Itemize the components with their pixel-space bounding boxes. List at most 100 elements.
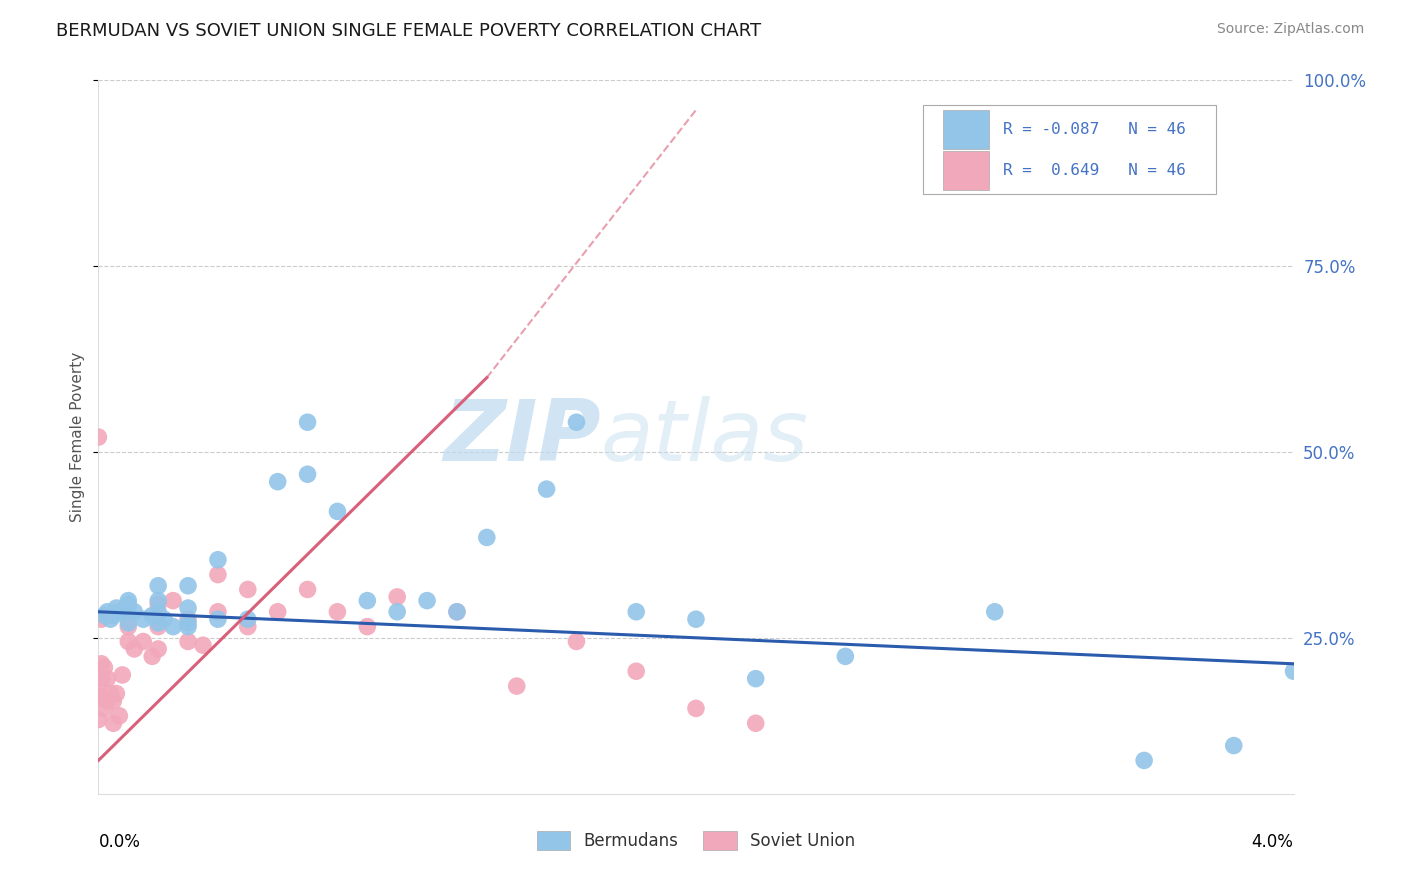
Point xyxy=(96,605,118,619)
Point xyxy=(148,605,170,619)
Point xyxy=(108,605,131,619)
Point xyxy=(117,619,139,633)
Point xyxy=(103,694,125,708)
Point xyxy=(626,605,648,619)
Point xyxy=(506,679,529,693)
Y-axis label: Single Female Poverty: Single Female Poverty xyxy=(70,352,86,522)
Point xyxy=(267,605,290,619)
Point xyxy=(385,605,409,619)
Point xyxy=(984,605,1007,619)
Point xyxy=(207,605,229,619)
Point xyxy=(132,612,155,626)
Point xyxy=(90,690,112,705)
Legend: Bermudans, Soviet Union: Bermudans, Soviet Union xyxy=(530,824,862,857)
Point xyxy=(267,475,290,489)
Point xyxy=(93,608,115,623)
Point xyxy=(177,612,200,626)
Point xyxy=(105,687,128,701)
Point xyxy=(111,668,134,682)
Point xyxy=(117,593,139,607)
Point xyxy=(177,619,200,633)
Point xyxy=(90,612,112,626)
Point xyxy=(90,672,112,686)
FancyBboxPatch shape xyxy=(943,110,988,149)
Point xyxy=(148,619,170,633)
Text: atlas: atlas xyxy=(600,395,808,479)
Point xyxy=(297,582,319,597)
Point xyxy=(177,615,200,630)
Point xyxy=(297,415,319,429)
Point xyxy=(105,601,128,615)
Point xyxy=(177,601,200,615)
Point xyxy=(132,634,155,648)
Point xyxy=(93,701,115,715)
Point xyxy=(148,593,170,607)
Point xyxy=(626,664,648,679)
Text: R =  0.649   N = 46: R = 0.649 N = 46 xyxy=(1002,163,1187,178)
Point xyxy=(236,612,259,626)
Point xyxy=(177,579,200,593)
Point xyxy=(124,642,146,657)
Point xyxy=(565,634,588,648)
Point xyxy=(141,649,163,664)
Point xyxy=(207,552,229,567)
Point xyxy=(87,679,110,693)
Point xyxy=(356,593,378,607)
Point xyxy=(103,716,125,731)
Point xyxy=(114,601,136,615)
Point xyxy=(96,694,118,708)
Point xyxy=(236,619,259,633)
Point xyxy=(98,612,122,626)
Point xyxy=(745,716,768,731)
Text: R = -0.087   N = 46: R = -0.087 N = 46 xyxy=(1002,122,1187,136)
Point xyxy=(236,582,259,597)
Point xyxy=(141,608,163,623)
Point xyxy=(93,690,115,705)
Point xyxy=(177,634,200,648)
Point xyxy=(1223,739,1246,753)
Point xyxy=(685,701,707,715)
Point xyxy=(356,619,378,633)
Point xyxy=(536,482,558,496)
Point xyxy=(191,638,214,652)
Point xyxy=(446,605,468,619)
Point xyxy=(297,467,319,482)
Point xyxy=(385,590,409,604)
Point xyxy=(745,672,768,686)
Text: ZIP: ZIP xyxy=(443,395,600,479)
Text: Source: ZipAtlas.com: Source: ZipAtlas.com xyxy=(1216,22,1364,37)
Point xyxy=(117,634,139,648)
Point xyxy=(162,593,184,607)
Point xyxy=(111,605,134,619)
Point xyxy=(834,649,856,664)
Point xyxy=(162,619,184,633)
Point xyxy=(98,687,122,701)
Point xyxy=(93,660,115,674)
Point xyxy=(148,642,170,657)
FancyBboxPatch shape xyxy=(922,105,1216,194)
Point xyxy=(124,605,146,619)
Point xyxy=(103,608,125,623)
Point xyxy=(685,612,707,626)
Point xyxy=(117,598,139,612)
Point xyxy=(565,415,588,429)
Text: 0.0%: 0.0% xyxy=(98,833,141,851)
Point xyxy=(148,615,170,630)
Point xyxy=(148,598,170,612)
Text: 4.0%: 4.0% xyxy=(1251,833,1294,851)
Point xyxy=(108,708,131,723)
Point xyxy=(207,612,229,626)
Point xyxy=(446,605,468,619)
Point xyxy=(148,579,170,593)
Text: BERMUDAN VS SOVIET UNION SINGLE FEMALE POVERTY CORRELATION CHART: BERMUDAN VS SOVIET UNION SINGLE FEMALE P… xyxy=(56,22,762,40)
Point xyxy=(207,567,229,582)
Point xyxy=(153,612,176,626)
Point xyxy=(90,657,112,671)
Point xyxy=(475,530,498,544)
Point xyxy=(1282,664,1305,679)
Point xyxy=(1133,753,1156,767)
Point xyxy=(117,608,139,623)
Point xyxy=(87,430,110,444)
Point xyxy=(416,593,439,607)
Point xyxy=(87,713,110,727)
